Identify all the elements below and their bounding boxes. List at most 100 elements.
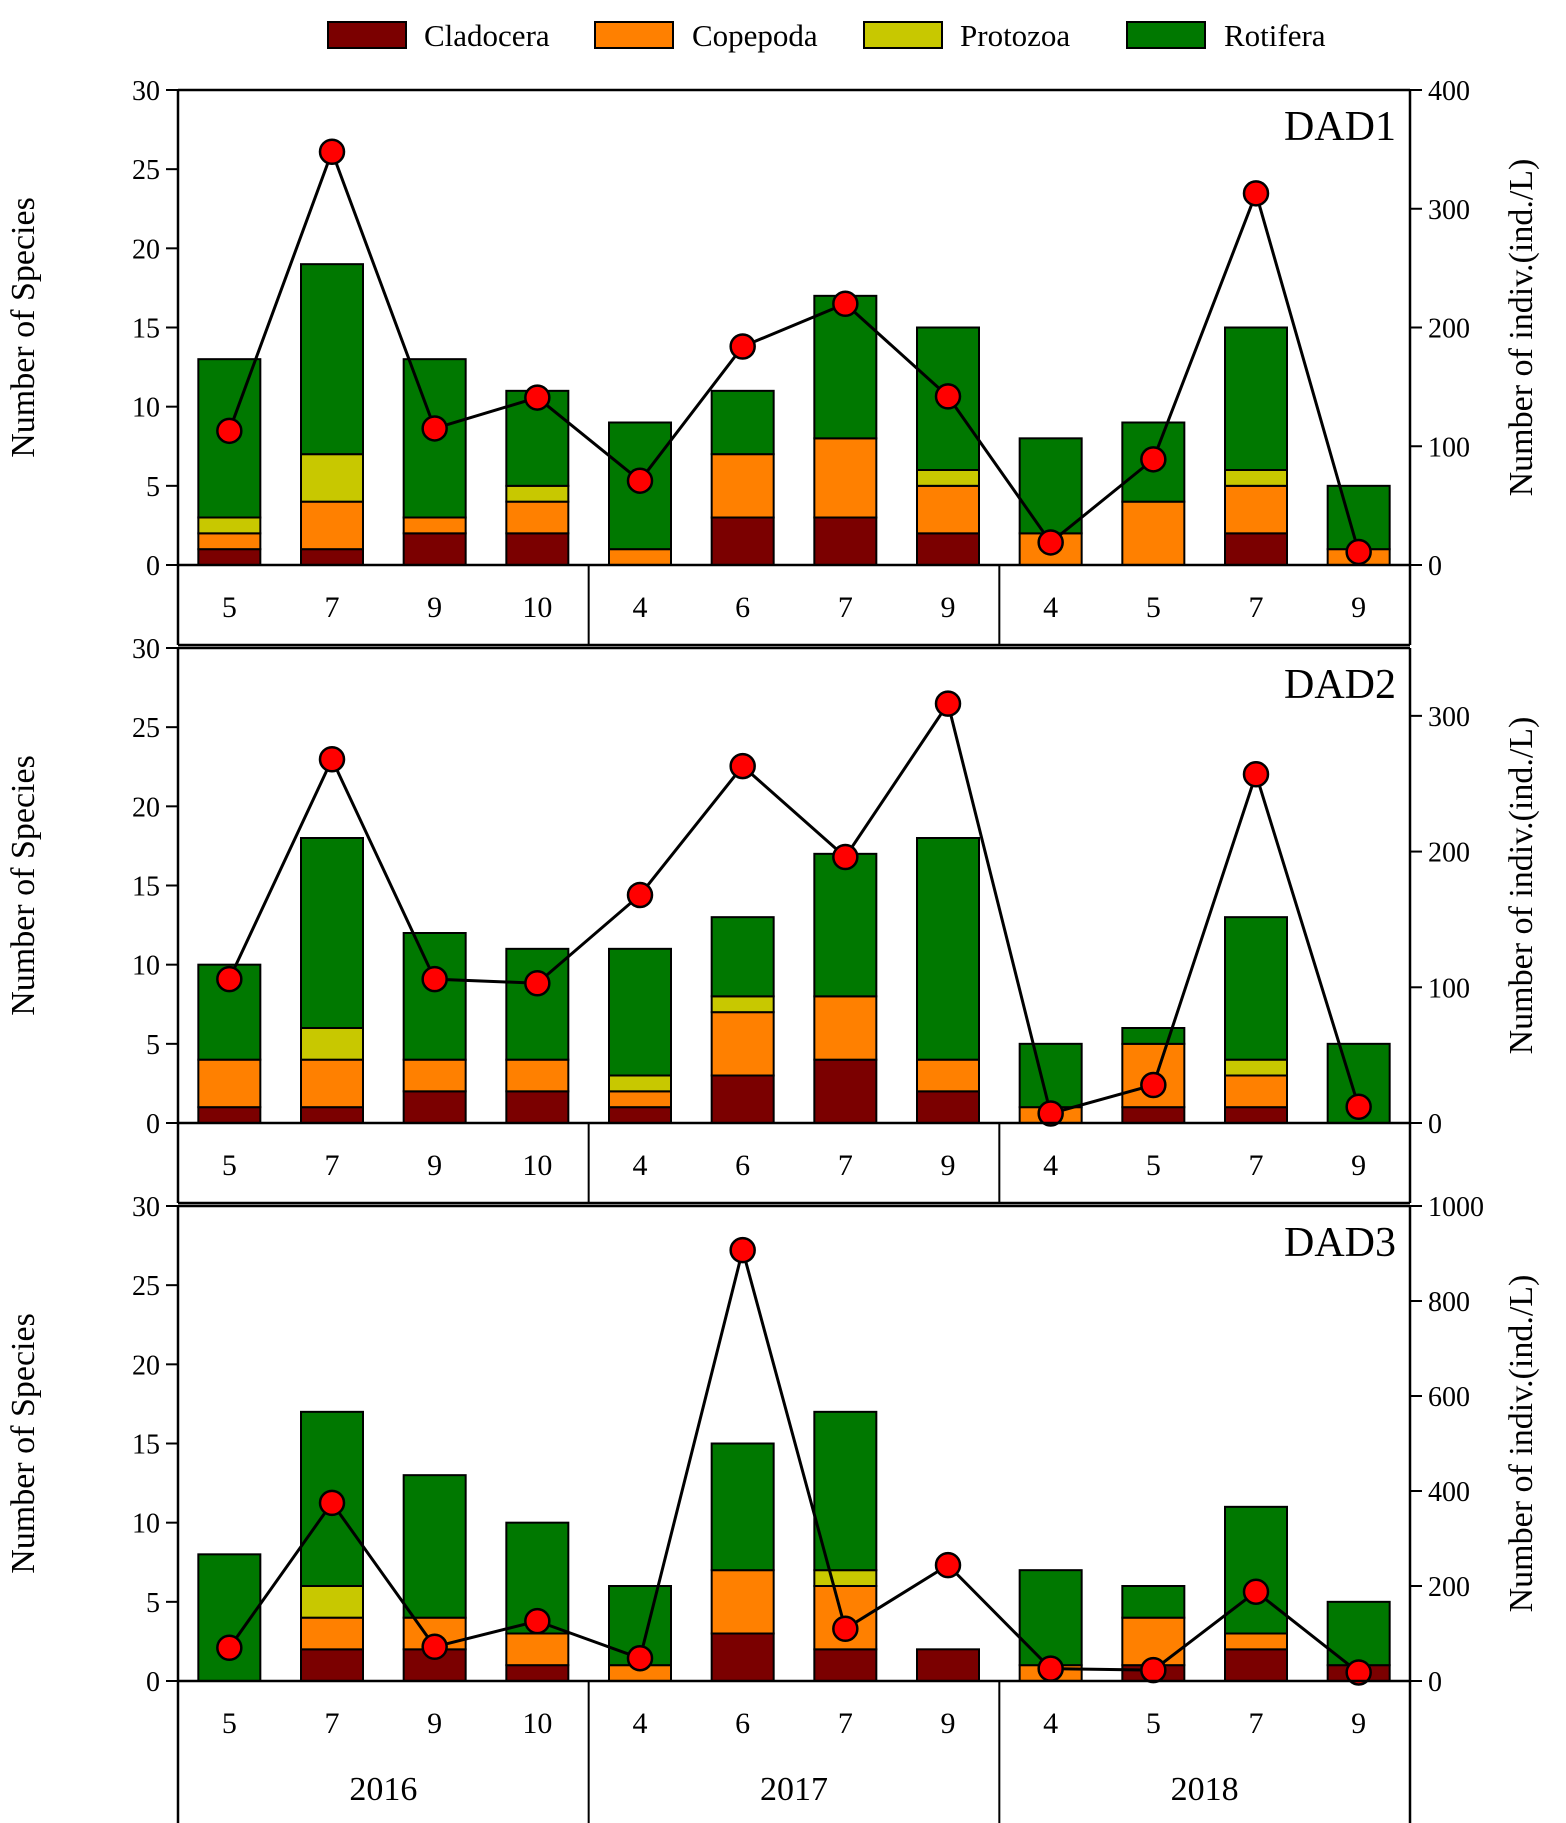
bar-cladocera bbox=[813, 1058, 878, 1124]
year-label-2017: 2017 bbox=[760, 1771, 828, 1808]
density-point bbox=[318, 746, 346, 773]
bar-protozoa bbox=[300, 453, 364, 503]
bar-copepoda bbox=[1121, 500, 1186, 566]
bar-cladocera bbox=[813, 1648, 878, 1683]
density-point bbox=[934, 690, 962, 717]
y2-tick-label: 1000 bbox=[1428, 1192, 1484, 1223]
bar-rotifera bbox=[1018, 1042, 1083, 1109]
density-point bbox=[1242, 760, 1270, 788]
panel-title: DAD1 bbox=[1284, 104, 1396, 150]
y-tick-label: 25 bbox=[132, 1271, 160, 1302]
x-tick-label: 4 bbox=[633, 1149, 648, 1182]
density-point bbox=[1140, 1071, 1167, 1099]
y2-tick-label: 200 bbox=[1428, 1572, 1470, 1603]
bar-rotifera bbox=[813, 852, 878, 998]
density-point bbox=[626, 881, 654, 909]
y-tick-label: 30 bbox=[132, 634, 160, 665]
density-point bbox=[1345, 538, 1372, 566]
bar-copepoda bbox=[505, 1632, 570, 1667]
bar-protozoa bbox=[1224, 469, 1288, 487]
bar-cladocera bbox=[402, 1090, 467, 1125]
x-tick-label: 4 bbox=[633, 591, 648, 624]
bar-rotifera bbox=[710, 916, 775, 998]
bar-rotifera bbox=[710, 389, 775, 456]
bar-protozoa bbox=[813, 1569, 878, 1587]
bar-cladocera bbox=[608, 1106, 672, 1124]
x-tick-label: 9 bbox=[941, 1149, 956, 1182]
bar-protozoa bbox=[300, 1027, 364, 1061]
density-point bbox=[1242, 180, 1270, 207]
bar-copepoda bbox=[197, 1058, 262, 1109]
bar-cladocera bbox=[300, 1648, 364, 1683]
y-axis-title: Number of Species bbox=[5, 755, 42, 1016]
y-tick-label: 15 bbox=[132, 314, 160, 345]
x-tick-label: 10 bbox=[522, 1149, 552, 1182]
y-axis-title: Number of Species bbox=[5, 197, 42, 458]
bar-copepoda bbox=[608, 1090, 672, 1109]
density-point bbox=[1345, 1093, 1372, 1120]
bar-rotifera bbox=[1121, 1027, 1186, 1045]
y2-tick-label: 200 bbox=[1428, 314, 1470, 345]
density-point bbox=[1345, 1659, 1372, 1686]
x-tick-label: 4 bbox=[1043, 591, 1058, 624]
bar-cladocera bbox=[505, 1090, 570, 1125]
x-tick-label: 5 bbox=[222, 591, 237, 624]
bar-protozoa bbox=[608, 1074, 672, 1093]
x-tick-label: 7 bbox=[325, 1707, 340, 1740]
density-point bbox=[1242, 1578, 1270, 1605]
density-point bbox=[421, 1633, 448, 1661]
bar-copepoda bbox=[813, 437, 878, 519]
bar-cladocera bbox=[197, 548, 262, 567]
x-tick-label: 7 bbox=[1249, 1149, 1264, 1182]
density-point bbox=[216, 1634, 243, 1661]
bar-rotifera bbox=[1018, 437, 1083, 535]
y2-axis-title: Number of indiv.(ind./L) bbox=[1503, 717, 1540, 1055]
bar-cladocera bbox=[710, 1074, 775, 1124]
legend-swatch-rotifera bbox=[1126, 21, 1206, 49]
x-tick-label: 7 bbox=[838, 591, 853, 624]
density-point bbox=[318, 138, 346, 165]
bar-protozoa bbox=[505, 484, 570, 503]
y-tick-label: 25 bbox=[132, 155, 160, 186]
bar-copepoda bbox=[710, 453, 775, 519]
y-tick-label: 15 bbox=[132, 1430, 160, 1461]
y-tick-label: 5 bbox=[146, 1588, 160, 1619]
y-tick-label: 10 bbox=[132, 1509, 160, 1540]
density-point bbox=[832, 843, 859, 871]
bar-protozoa bbox=[197, 516, 262, 535]
y-tick-label: 20 bbox=[132, 234, 160, 265]
density-point bbox=[318, 1489, 346, 1517]
bar-copepoda bbox=[505, 500, 570, 535]
density-point bbox=[729, 752, 756, 780]
bar-copepoda bbox=[916, 1058, 980, 1093]
density-point bbox=[1037, 529, 1064, 556]
panel-title: DAD3 bbox=[1284, 1220, 1396, 1266]
bar-copepoda bbox=[608, 548, 672, 567]
y2-tick-label: 0 bbox=[1428, 551, 1442, 582]
y2-axis-title: Number of indiv.(ind./L) bbox=[1503, 159, 1540, 497]
y2-tick-label: 0 bbox=[1428, 1109, 1442, 1140]
y2-tick-label: 100 bbox=[1428, 432, 1470, 463]
density-point bbox=[1037, 1100, 1064, 1127]
bar-cladocera bbox=[505, 1664, 570, 1682]
y2-tick-label: 0 bbox=[1428, 1667, 1442, 1698]
y2-tick-label: 100 bbox=[1428, 973, 1470, 1004]
bar-cladocera bbox=[1224, 1648, 1288, 1683]
bar-rotifera bbox=[300, 263, 364, 456]
x-tick-label: 5 bbox=[222, 1707, 237, 1740]
density-point bbox=[524, 384, 551, 411]
bar-rotifera bbox=[813, 1410, 878, 1572]
bar-cladocera bbox=[1224, 1106, 1288, 1124]
density-point bbox=[626, 1644, 654, 1672]
bar-rotifera bbox=[710, 1442, 775, 1572]
density-line bbox=[227, 699, 1361, 1116]
legend-swatch-copepoda bbox=[594, 21, 674, 49]
x-tick-label: 9 bbox=[941, 591, 956, 624]
bar-cladocera bbox=[916, 532, 980, 566]
y-tick-label: 0 bbox=[146, 1109, 160, 1140]
bar-cladocera bbox=[300, 1106, 364, 1124]
y-tick-label: 20 bbox=[132, 792, 160, 823]
